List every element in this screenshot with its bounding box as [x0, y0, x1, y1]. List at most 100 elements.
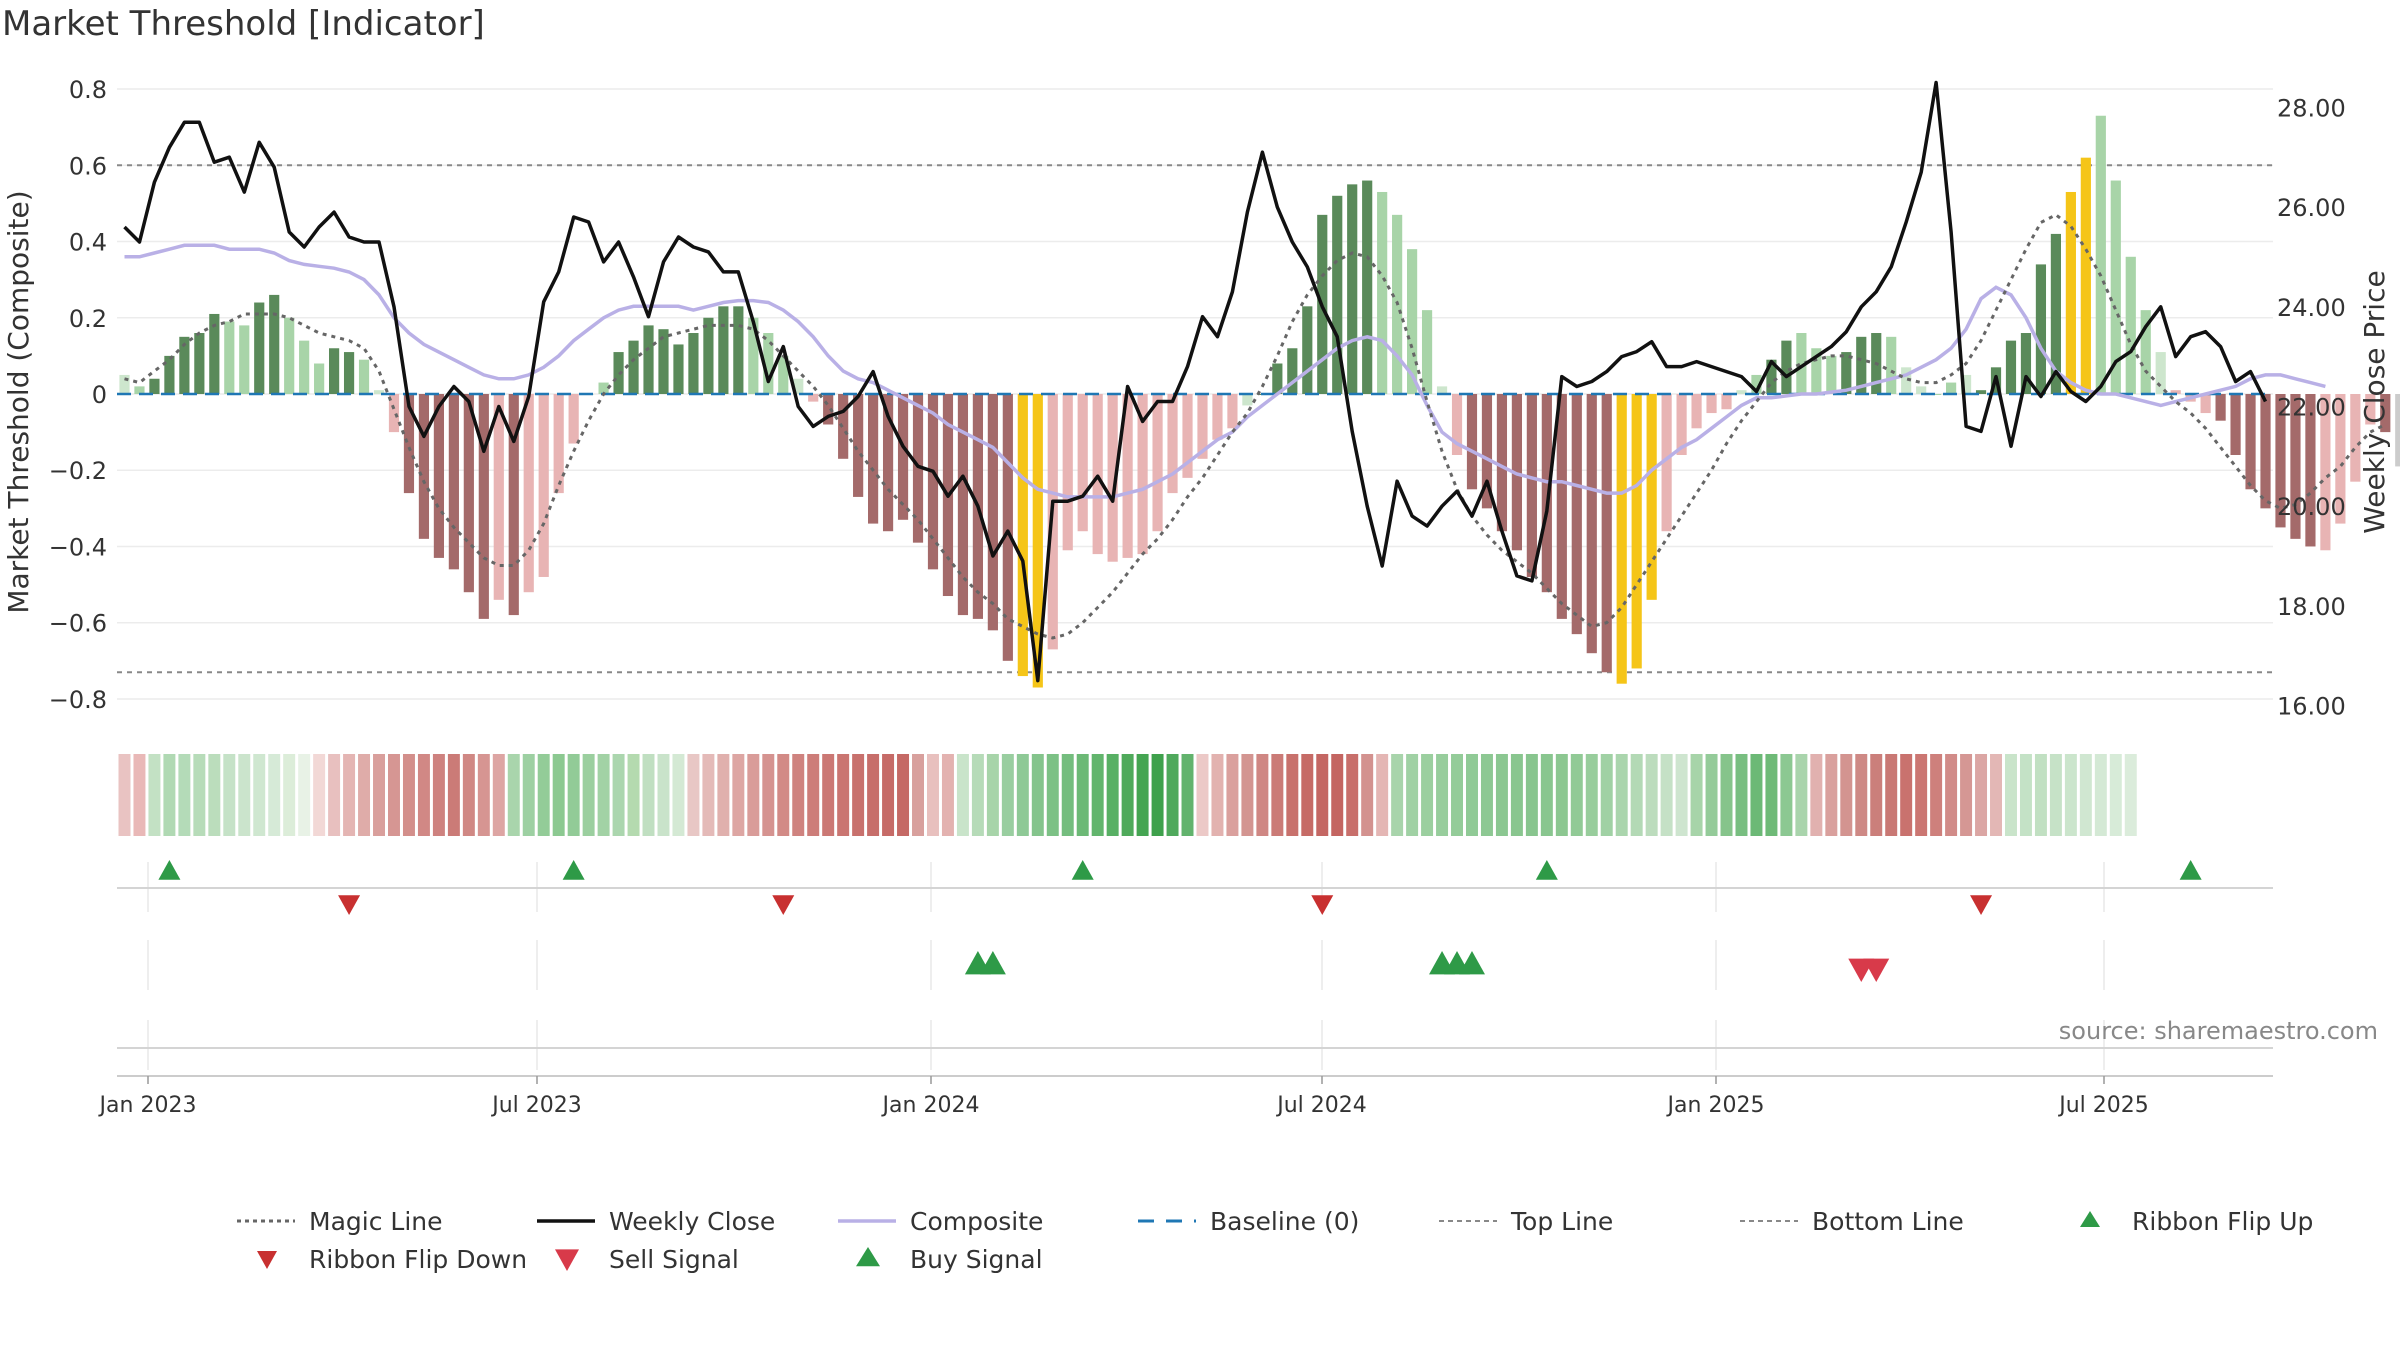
composite-bar	[1182, 394, 1193, 478]
composite-bar	[164, 355, 175, 394]
ribbon-cell	[642, 754, 655, 836]
ribbon-cell	[627, 754, 640, 836]
composite-bar	[508, 394, 519, 616]
legend-item: Baseline (0)	[1138, 1207, 1359, 1236]
ribbon-cell	[1615, 754, 1628, 836]
composite-bar	[1886, 336, 1897, 394]
legend-label: Top Line	[1510, 1207, 1613, 1236]
composite-bar	[493, 394, 504, 600]
ribbon-cell	[268, 754, 281, 836]
ribbon-flip-down-marker	[772, 895, 795, 915]
composite-bar	[987, 394, 998, 631]
legend-label: Magic Line	[309, 1207, 443, 1236]
composite-bar	[2125, 256, 2136, 394]
x-tick-label: Jul 2024	[1275, 1093, 1367, 1118]
ribbon-cell	[178, 754, 191, 836]
composite-bar	[1796, 333, 1807, 394]
ribbon-cell	[1001, 754, 1014, 836]
y-axis-right: 28.00 26.00 24.00 22.00 20.00 18.00 16.00	[2277, 94, 2346, 720]
composite-bar	[1362, 180, 1373, 394]
y2-tick-label: 24.00	[2277, 294, 2346, 322]
ribbon-cell	[1151, 754, 1164, 836]
ribbon-cell	[1421, 754, 1434, 836]
composite-bar	[868, 394, 879, 524]
ribbon-cell	[702, 754, 715, 836]
legend-item: Top Line	[1439, 1207, 1613, 1236]
ribbon-cell	[1630, 754, 1643, 836]
composite-bar	[2395, 394, 2400, 467]
ribbon-cell	[2049, 754, 2062, 836]
ribbon-cell	[1930, 754, 1943, 836]
ribbon-cell	[1121, 754, 1134, 836]
ribbon-cell	[612, 754, 625, 836]
composite-bar	[269, 294, 280, 394]
composite-bar	[224, 321, 235, 394]
ribbon-cell	[552, 754, 565, 836]
composite-bar	[1167, 394, 1178, 494]
ribbon-cell	[522, 754, 535, 836]
buy-signal-marker	[979, 951, 1006, 975]
ribbon-cell	[208, 754, 221, 836]
ribbon-cell	[1840, 754, 1853, 836]
composite-bar	[1197, 394, 1208, 459]
ribbon-cell	[717, 754, 730, 836]
legend-item: Buy Signal	[856, 1245, 1043, 1274]
composite-bar	[2080, 157, 2091, 394]
ribbon-cell	[1855, 754, 1868, 836]
y-tick-label: −0.8	[49, 686, 107, 714]
composite-bar	[1676, 394, 1687, 455]
composite-bar	[523, 394, 534, 593]
composite-bar	[1541, 394, 1552, 593]
ribbon-cell	[747, 754, 760, 836]
magic-line	[124, 213, 2386, 640]
ribbon-cell	[567, 754, 580, 836]
composite-bar	[1901, 367, 1912, 394]
y-tick-label: −0.2	[49, 457, 107, 485]
ribbon-cell	[1825, 754, 1838, 836]
ribbon-cell	[328, 754, 341, 836]
ribbon-flip-up-marker	[2179, 860, 2202, 880]
ribbon-cell	[343, 754, 356, 836]
ribbon-cell	[1106, 754, 1119, 836]
ribbon-cell	[1076, 754, 1089, 836]
composite-bar	[1137, 394, 1148, 555]
ribbon-flip-up-legend-icon	[2080, 1211, 2100, 1227]
composite-bar	[343, 352, 355, 394]
ribbon-cell	[1406, 754, 1419, 836]
composite-bar	[703, 317, 714, 394]
composite-bar	[718, 306, 729, 394]
composite-bar	[1332, 195, 1343, 394]
composite-bar	[254, 302, 265, 394]
ribbon-cell	[971, 754, 984, 836]
ribbon-cell	[2109, 754, 2122, 836]
legend-label: Ribbon Flip Down	[309, 1245, 527, 1274]
ribbon-cell	[1990, 754, 2003, 836]
y-tick-label: 0.2	[69, 305, 107, 333]
composite-bar	[748, 317, 759, 394]
composite-bar	[823, 394, 834, 425]
ribbon-cell	[807, 754, 820, 836]
composite-bar	[1571, 394, 1582, 635]
composite-bar	[853, 394, 864, 497]
y2-tick-label: 26.00	[2277, 194, 2346, 222]
composite-bar	[179, 336, 190, 394]
composite-bar	[2065, 191, 2076, 394]
composite-bar	[1781, 340, 1792, 394]
composite-bar	[1706, 394, 1717, 414]
ribbon-cell	[882, 754, 895, 836]
composite-bar	[358, 359, 370, 394]
composite-bar	[2050, 233, 2061, 394]
composite-bar	[1407, 249, 1418, 394]
ribbon-cell	[1780, 754, 1793, 836]
ribbon-cell	[867, 754, 880, 836]
composite-bar	[1916, 386, 1927, 394]
composite-bar	[1451, 394, 1463, 455]
ribbon-cell	[1735, 754, 1748, 836]
ribbon-cell	[1750, 754, 1763, 836]
x-tick-label: Jul 2025	[2057, 1093, 2149, 1118]
y-tick-label: 0	[92, 381, 107, 409]
composite-bar	[119, 374, 130, 394]
legend-label: Bottom Line	[1812, 1207, 1964, 1236]
ribbon-flip-down-marker	[338, 895, 361, 915]
composite-bar	[2095, 115, 2106, 394]
